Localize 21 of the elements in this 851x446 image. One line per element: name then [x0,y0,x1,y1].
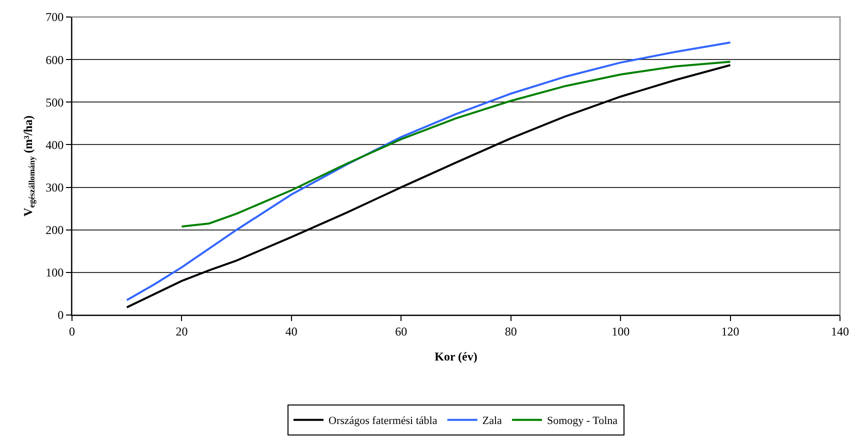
legend-label: Somogy - Tolna [547,415,618,428]
x-tick-label: 60 [395,324,408,338]
legend-label: Országos fatermési tábla [328,415,438,428]
x-tick-label: 40 [285,324,298,338]
x-tick-label: 80 [504,324,517,338]
x-tick-label: 0 [69,324,75,338]
y-tick-label: 300 [46,180,64,194]
y-tick-label: 0 [58,308,64,322]
line-series [180,60,732,228]
y-tick-label: 700 [46,10,64,24]
x-tick-label: 120 [721,324,740,338]
y-tick-label: 100 [46,266,64,280]
x-tick-label: 140 [831,324,849,338]
y-tick-label: 600 [46,52,64,67]
x-tick-label: 20 [176,324,188,338]
x-axis-title: Kor (év) [434,349,478,364]
y-tick-label: 400 [46,138,64,152]
legend-label: Zala [482,415,502,428]
y-tick-label: 200 [46,223,64,238]
y-tick-label: 500 [46,95,64,110]
x-tick-label: 100 [612,324,630,338]
